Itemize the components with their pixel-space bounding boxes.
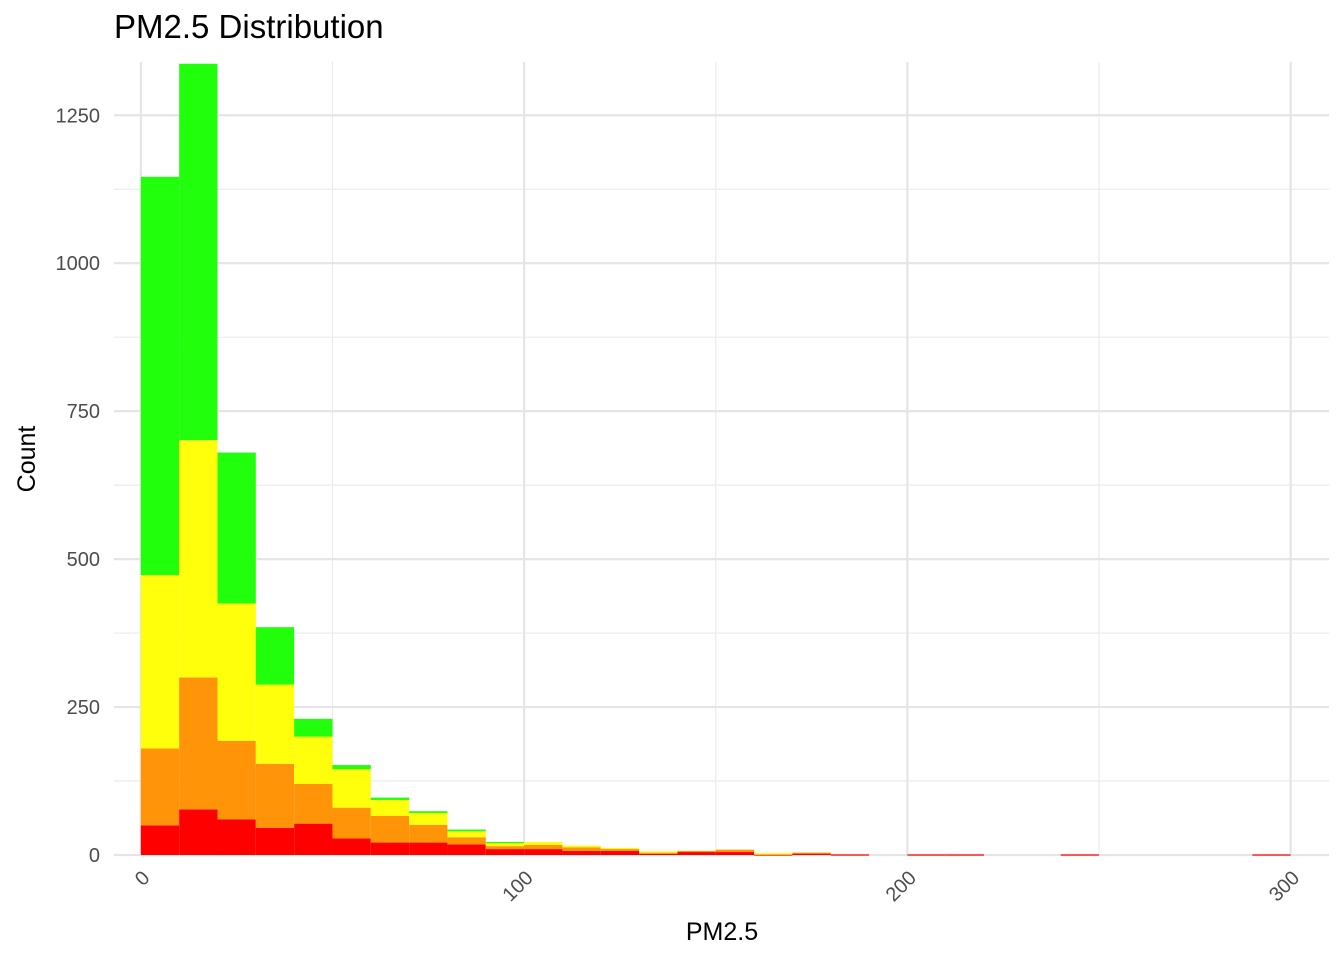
histogram-bar-segment <box>332 765 371 770</box>
histogram-bar-segment <box>217 603 256 741</box>
y-tick-label: 1000 <box>56 253 101 275</box>
histogram-bar-segment <box>447 831 486 838</box>
histogram-bar-segment <box>217 740 256 820</box>
histogram-bar-segment <box>754 853 793 855</box>
histogram-bar-segment <box>945 854 985 856</box>
histogram-bar-segment <box>332 769 371 808</box>
histogram-bar-segment <box>600 847 640 850</box>
x-tick-label: 300 <box>1265 867 1304 906</box>
histogram-bar-segment <box>562 845 601 848</box>
histogram-bar-segment <box>255 827 295 855</box>
histogram-bar-segment <box>447 844 486 855</box>
histogram-bar-segment <box>715 849 755 853</box>
histogram-bar-segment <box>447 837 486 845</box>
histogram-bar-segment <box>217 452 256 604</box>
histogram-bar-segment <box>179 677 218 810</box>
histogram-bar-segment <box>1252 854 1291 856</box>
histogram-bar-segment <box>140 176 180 576</box>
histogram-bar-segment <box>485 841 525 844</box>
histogram-bar-segment <box>715 852 755 855</box>
histogram-bar-segment <box>370 797 410 800</box>
y-tick-label: 1250 <box>56 105 101 127</box>
histogram-bar-segment <box>140 825 180 855</box>
histogram-bar-segment <box>639 852 678 854</box>
histogram-bar-segment <box>294 823 333 855</box>
histogram-bar-segment <box>255 763 295 828</box>
histogram-bar-segment <box>140 575 180 749</box>
histogram-bar-segment <box>294 736 333 784</box>
histogram-bar-segment <box>179 809 218 855</box>
histogram-bar-segment <box>524 841 563 845</box>
histogram-bar-segment <box>294 783 333 824</box>
histogram-bar-segment <box>370 815 410 843</box>
histogram-bar-segment <box>217 819 256 855</box>
histogram-bar-segment <box>409 842 448 855</box>
histogram-bars <box>140 63 1291 856</box>
histogram-bar-segment <box>524 849 563 855</box>
histogram-bar-segment <box>409 812 448 825</box>
y-tick-label: 500 <box>67 549 100 571</box>
chart-title: PM2.5 Distribution <box>114 8 384 45</box>
histogram-bar-segment <box>792 852 831 854</box>
histogram-bar-segment <box>179 63 218 441</box>
histogram-bar-segment <box>179 440 218 678</box>
histogram-bar-segment <box>562 850 601 855</box>
x-axis-title: PM2.5 <box>686 918 758 946</box>
histogram-bar-segment <box>792 853 831 855</box>
histogram-bar-segment <box>639 851 678 853</box>
histogram-bar-segment <box>294 718 333 737</box>
x-tick-label: 0 <box>131 867 154 890</box>
y-axis-tick-labels: 0 250 500 750 1000 1250 <box>56 105 101 867</box>
histogram-bar-segment <box>1060 854 1100 856</box>
histogram-bar-segment <box>409 811 448 813</box>
histogram-bar-segment <box>600 848 640 851</box>
histogram-bar-segment <box>140 748 180 826</box>
histogram-bar-segment <box>485 846 525 850</box>
x-tick-label: 200 <box>882 867 921 906</box>
histogram-bar-segment <box>907 854 946 856</box>
histogram-bar-segment <box>524 844 563 850</box>
histogram-bar-segment <box>332 838 371 855</box>
histogram-bar-segment <box>255 627 295 685</box>
y-tick-label: 0 <box>89 845 100 867</box>
histogram-bar-segment <box>830 854 870 856</box>
y-tick-label: 750 <box>67 401 100 423</box>
histogram-bar-segment <box>639 853 678 856</box>
y-tick-label: 250 <box>67 697 100 719</box>
histogram-bar-segment <box>485 849 525 855</box>
histogram-bar-segment <box>255 684 295 764</box>
histogram-bar-segment <box>332 807 371 839</box>
histogram-bar-segment <box>677 850 716 853</box>
histogram-bar-segment <box>447 829 486 832</box>
histogram-bar-segment <box>370 842 410 855</box>
x-axis-tick-labels: 0 100 200 300 <box>131 867 1304 906</box>
y-axis-title: Count <box>13 426 41 493</box>
histogram-bar-segment <box>409 824 448 843</box>
histogram-bar-segment <box>600 850 640 855</box>
x-tick-label: 100 <box>498 867 537 906</box>
histogram-bar-segment <box>677 852 716 855</box>
histogram-bar-segment <box>562 847 601 851</box>
histogram-bar-segment <box>485 842 525 847</box>
histogram-bar-segment <box>370 799 410 816</box>
